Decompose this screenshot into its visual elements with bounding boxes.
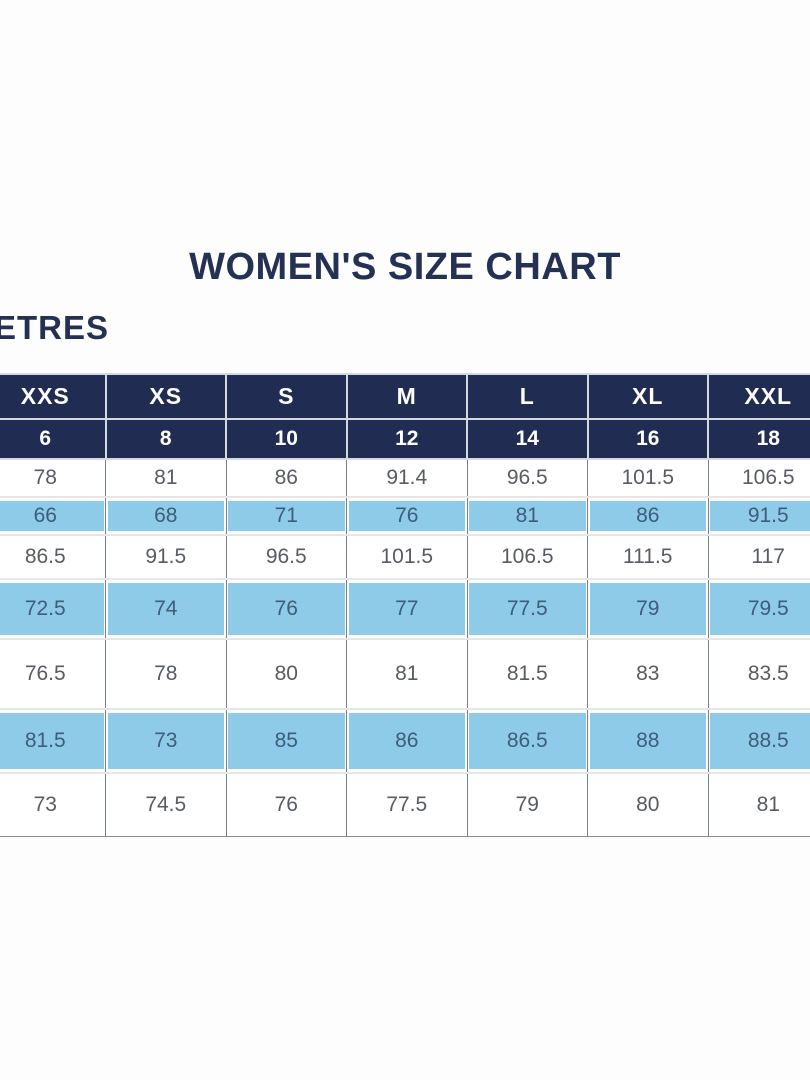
measurement-cell: 79 bbox=[466, 772, 588, 837]
measurement-cell: 73 bbox=[0, 772, 106, 837]
measurement-cell: 86.5 bbox=[0, 534, 106, 580]
measurement-cell: 86.5 bbox=[466, 708, 588, 774]
measurement-cell: 66 bbox=[0, 496, 106, 536]
size-header-cell: XS bbox=[104, 373, 227, 420]
size-header-cell: XL bbox=[586, 373, 709, 420]
numeric-size-cell: 14 bbox=[466, 418, 589, 460]
measurement-cell: 86 bbox=[587, 496, 709, 536]
measurement-cell: 83.5 bbox=[707, 638, 810, 710]
measurement-cell: 76.5 bbox=[0, 638, 106, 710]
measurement-cell: 81.5 bbox=[0, 708, 106, 774]
measurement-cell: 86 bbox=[346, 708, 468, 774]
measurement-cell: 117 bbox=[707, 534, 810, 580]
measurement-row: 78 81 86 91.4 96.5 101.5 106.5 bbox=[0, 458, 810, 498]
measurement-cell: 106.5 bbox=[707, 458, 810, 498]
measurement-cell: 81 bbox=[707, 772, 810, 837]
measurement-cell: 77 bbox=[346, 578, 468, 640]
measurement-cell: 85 bbox=[225, 708, 347, 774]
measurement-cell: 78 bbox=[105, 638, 227, 710]
measurement-row: 76.5 78 80 81 81.5 83 83.5 bbox=[0, 638, 810, 710]
measurement-cell: 81.5 bbox=[466, 638, 588, 710]
measurement-cell: 91.5 bbox=[707, 496, 810, 536]
measurement-cell: 76 bbox=[225, 772, 347, 837]
measurement-row: 86.5 91.5 96.5 101.5 106.5 111.5 117 bbox=[0, 534, 810, 580]
measurement-cell: 80 bbox=[225, 638, 347, 710]
size-header-cell: XXL bbox=[707, 373, 810, 420]
measurement-cell: 72.5 bbox=[0, 578, 106, 640]
measurement-cell: 111.5 bbox=[587, 534, 709, 580]
measurement-cell: 78 bbox=[0, 458, 106, 498]
measurement-row: 73 74.5 76 77.5 79 80 81 bbox=[0, 772, 810, 837]
size-header-cell: L bbox=[466, 373, 589, 420]
measurement-cell: 86 bbox=[225, 458, 347, 498]
measurement-cell: 80 bbox=[587, 772, 709, 837]
size-header-cell: XXS bbox=[0, 373, 107, 420]
measurement-cell: 88 bbox=[587, 708, 709, 774]
measurement-cell: 91.5 bbox=[105, 534, 227, 580]
measurement-cell: 76 bbox=[225, 578, 347, 640]
numeric-size-cell: 8 bbox=[104, 418, 227, 460]
measurement-cell: 71 bbox=[225, 496, 347, 536]
numeric-size-cell: 12 bbox=[345, 418, 468, 460]
measurement-cell: 81 bbox=[466, 496, 588, 536]
numeric-size-header-row: 6 8 10 12 14 16 18 bbox=[0, 418, 810, 460]
numeric-size-cell: 10 bbox=[225, 418, 348, 460]
table-header: XXS XS S M L XL XXL 6 8 10 12 14 16 18 bbox=[0, 373, 810, 460]
measurement-cell: 91.4 bbox=[346, 458, 468, 498]
measurement-cell: 96.5 bbox=[225, 534, 347, 580]
units-label: ETRES bbox=[0, 309, 110, 346]
measurement-cell: 76 bbox=[346, 496, 468, 536]
measurement-cell: 106.5 bbox=[466, 534, 588, 580]
measurement-cell: 74.5 bbox=[105, 772, 227, 837]
size-chart-table: XXS XS S M L XL XXL 6 8 10 12 14 16 18 7… bbox=[0, 373, 810, 837]
measurement-cell: 79 bbox=[587, 578, 709, 640]
numeric-size-cell: 6 bbox=[0, 418, 107, 460]
size-header-cell: S bbox=[225, 373, 348, 420]
page-title: WOMEN'S SIZE CHART bbox=[189, 246, 621, 288]
measurement-cell: 81 bbox=[105, 458, 227, 498]
measurement-row-highlighted: 81.5 73 85 86 86.5 88 88.5 bbox=[0, 708, 810, 774]
measurement-cell: 83 bbox=[587, 638, 709, 710]
measurement-row-highlighted: 72.5 74 76 77 77.5 79 79.5 bbox=[0, 578, 810, 640]
size-header-row: XXS XS S M L XL XXL bbox=[0, 373, 810, 420]
measurement-cell: 77.5 bbox=[346, 772, 468, 837]
measurement-cell: 77.5 bbox=[466, 578, 588, 640]
measurement-cell: 88.5 bbox=[707, 708, 810, 774]
measurement-cell: 68 bbox=[105, 496, 227, 536]
measurement-cell: 79.5 bbox=[707, 578, 810, 640]
size-chart-container: XXS XS S M L XL XXL 6 8 10 12 14 16 18 7… bbox=[0, 373, 810, 837]
size-header-cell: M bbox=[345, 373, 468, 420]
measurement-cell: 81 bbox=[346, 638, 468, 710]
numeric-size-cell: 16 bbox=[586, 418, 709, 460]
measurement-cell: 96.5 bbox=[466, 458, 588, 498]
table-body: 78 81 86 91.4 96.5 101.5 106.5 66 68 71 … bbox=[0, 458, 810, 837]
measurement-cell: 73 bbox=[105, 708, 227, 774]
measurement-row-highlighted: 66 68 71 76 81 86 91.5 bbox=[0, 496, 810, 536]
measurement-cell: 101.5 bbox=[346, 534, 468, 580]
numeric-size-cell: 18 bbox=[707, 418, 810, 460]
measurement-cell: 74 bbox=[105, 578, 227, 640]
measurement-cell: 101.5 bbox=[587, 458, 709, 498]
